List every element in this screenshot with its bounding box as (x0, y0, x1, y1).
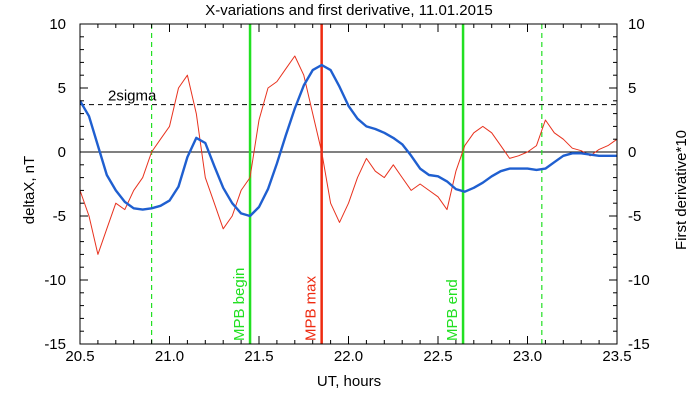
x-tick-label: 21.0 (155, 348, 184, 365)
y-tick-label-left: 10 (49, 16, 66, 33)
y-tick-label-left: -5 (53, 208, 66, 225)
series-line-deltaX (80, 63, 617, 218)
x-tick-label: 23.5 (602, 348, 631, 365)
y-tick-label-right: 10 (628, 16, 645, 33)
y-axis-label-left: deltaX, nT (21, 156, 38, 224)
plot-frame (79, 23, 618, 345)
y-tick-label-right: -5 (628, 208, 641, 225)
series-line-derivative (80, 55, 617, 255)
marker-label-2: MPB end (444, 279, 461, 341)
x-tick-label: 22.0 (334, 348, 363, 365)
y-tick-label-left: 0 (58, 144, 66, 161)
y-tick-label-right: 0 (628, 144, 636, 161)
y-tick-label-left: -15 (44, 336, 66, 353)
chart-title: X-variations and first derivative, 11.01… (205, 2, 492, 19)
y-tick-label-right: 5 (628, 80, 636, 97)
marker-label-1: MPB max (303, 275, 320, 341)
x-tick-label: 22.5 (423, 348, 452, 365)
x-axis-label: UT, hours (317, 373, 381, 390)
y-tick-label-right: -15 (628, 336, 650, 353)
threshold-label: 2sigma (108, 88, 157, 105)
y-tick-label-right: -10 (628, 272, 650, 289)
y-axis-label-right: First derivative*10 (673, 130, 690, 250)
marker-label-0: MPB begin (231, 268, 248, 341)
series-group (80, 55, 617, 255)
x-tick-label: 21.5 (244, 348, 273, 365)
x-tick-label: 23.0 (513, 348, 542, 365)
y-tick-label-left: -10 (44, 272, 66, 289)
y-tick-label-left: 5 (58, 80, 66, 97)
x-tick-label: 20.5 (65, 348, 94, 365)
